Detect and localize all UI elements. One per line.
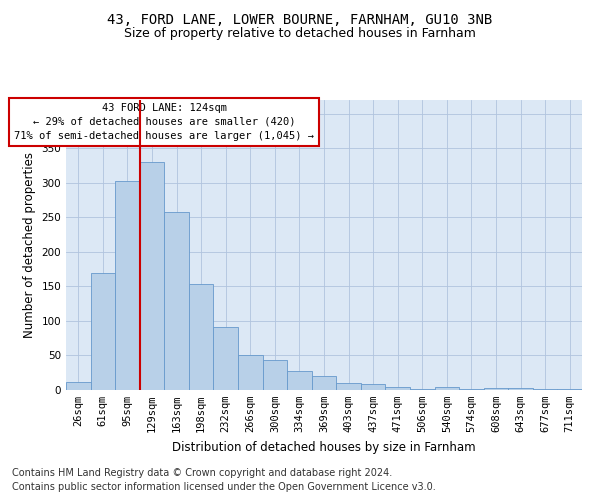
Bar: [336, 383, 361, 390]
Bar: [508, 388, 533, 390]
Bar: [115, 182, 140, 390]
Text: Contains HM Land Registry data © Crown copyright and database right 2024.: Contains HM Land Registry data © Crown c…: [12, 468, 392, 477]
Bar: [312, 376, 336, 390]
Bar: [214, 327, 238, 390]
Bar: [385, 387, 410, 390]
Text: Contains public sector information licensed under the Open Government Licence v3: Contains public sector information licen…: [12, 482, 436, 492]
Bar: [361, 384, 385, 390]
Bar: [459, 388, 484, 390]
Bar: [140, 162, 164, 390]
Bar: [287, 370, 312, 390]
Bar: [189, 284, 214, 390]
Bar: [91, 272, 115, 390]
Bar: [66, 382, 91, 390]
X-axis label: Distribution of detached houses by size in Farnham: Distribution of detached houses by size …: [172, 440, 476, 454]
Bar: [557, 388, 582, 390]
Bar: [434, 386, 459, 390]
Bar: [533, 388, 557, 390]
Bar: [484, 388, 508, 390]
Bar: [263, 360, 287, 390]
Bar: [238, 356, 263, 390]
Y-axis label: Number of detached properties: Number of detached properties: [23, 152, 36, 338]
Text: 43, FORD LANE, LOWER BOURNE, FARNHAM, GU10 3NB: 43, FORD LANE, LOWER BOURNE, FARNHAM, GU…: [107, 12, 493, 26]
Text: 43 FORD LANE: 124sqm
← 29% of detached houses are smaller (420)
71% of semi-deta: 43 FORD LANE: 124sqm ← 29% of detached h…: [14, 103, 314, 141]
Bar: [164, 212, 189, 390]
Text: Size of property relative to detached houses in Farnham: Size of property relative to detached ho…: [124, 28, 476, 40]
